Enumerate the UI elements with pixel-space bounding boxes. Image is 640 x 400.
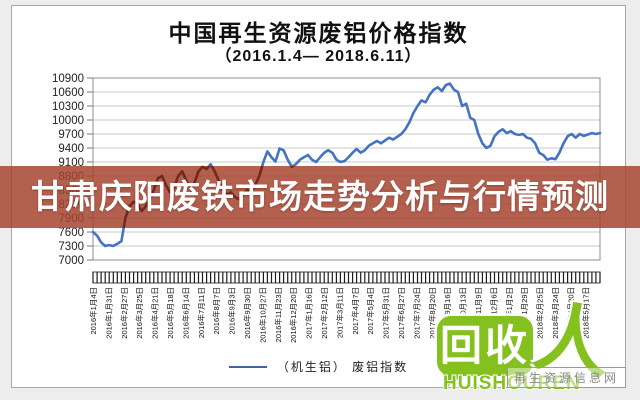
svg-text:2016年9月30日: 2016年9月30日 [242,287,252,339]
svg-text:2017年7月24日: 2017年7月24日 [411,287,421,339]
svg-text:2018年5月17日: 2018年5月17日 [581,287,591,339]
svg-text:10600: 10600 [52,87,84,99]
svg-text:2016年7月11日: 2016年7月11日 [196,287,206,338]
svg-text:2017年6月27日: 2017年6月27日 [396,287,406,339]
svg-text:2016年5月18日: 2016年5月18日 [165,287,175,339]
svg-text:2017年2月12日: 2017年2月12日 [319,287,329,339]
svg-text:2017年11月9日: 2017年11月9日 [473,287,483,338]
legend-label: （机生铝） 废铝指数 [276,360,409,374]
legend-line-swatch [228,365,267,368]
svg-text:2017年3月11日: 2017年3月11日 [334,287,344,338]
svg-text:10300: 10300 [52,101,84,113]
svg-text:2016年6月14日: 2016年6月14日 [180,287,190,339]
svg-text:2018年1月2日: 2018年1月2日 [504,287,514,335]
svg-text:2016年2月27日: 2016年2月27日 [119,287,129,339]
svg-text:2016年1月4日: 2016年1月4日 [88,287,98,335]
svg-text:2017年1月16日: 2017年1月16日 [304,287,314,339]
svg-text:2016年8月7日: 2016年8月7日 [211,287,221,335]
svg-text:2017年4月7日: 2017年4月7日 [350,287,360,335]
svg-text:2016年4月21日: 2016年4月21日 [150,287,160,339]
svg-text:2016年3月25日: 2016年3月25日 [134,287,144,339]
svg-text:2016年12月20日: 2016年12月20日 [288,287,298,343]
chart-legend: （机生铝） 废铝指数 [12,358,625,375]
svg-text:10000: 10000 [52,115,84,127]
headline-text: 甘肃庆阳废铁市场走势分析与行情预测 [31,178,609,215]
svg-text:2018年1月29日: 2018年1月29日 [519,287,529,339]
svg-text:2017年9月16日: 2017年9月16日 [442,287,452,339]
svg-text:2017年8月20日: 2017年8月20日 [427,287,437,339]
svg-text:2018年3月24日: 2018年3月24日 [550,287,560,339]
chart-subtitle: （2016.1.4— 2018.6.11） [215,48,422,65]
svg-text:9700: 9700 [58,129,84,141]
banner-line-showthrough [122,166,296,228]
svg-text:10900: 10900 [52,73,84,85]
svg-text:2018年4月20日: 2018年4月20日 [565,287,575,339]
headline-banner: 甘肃庆阳废铁市场走势分析与行情预测 [0,166,640,228]
svg-text:2017年12月6日: 2017年12月6日 [488,287,498,339]
svg-text:7000: 7000 [58,255,84,267]
svg-text:2016年1月31日: 2016年1月31日 [103,287,113,339]
svg-text:2017年5月31日: 2017年5月31日 [381,287,391,339]
chart-title: 中国再生资源废铝价格指数 [168,20,469,46]
svg-text:2016年9月3日: 2016年9月3日 [227,287,237,335]
svg-text:2016年11月23日: 2016年11月23日 [273,287,283,342]
svg-text:9400: 9400 [58,143,84,155]
svg-text:2016年10月27日: 2016年10月27日 [257,287,267,343]
svg-text:7300: 7300 [58,241,84,253]
svg-text:2017年10月13日: 2017年10月13日 [458,287,468,343]
svg-text:7600: 7600 [58,227,84,239]
svg-text:2017年5月4日: 2017年5月4日 [365,287,375,335]
svg-text:2018年2月25日: 2018年2月25日 [535,287,545,339]
